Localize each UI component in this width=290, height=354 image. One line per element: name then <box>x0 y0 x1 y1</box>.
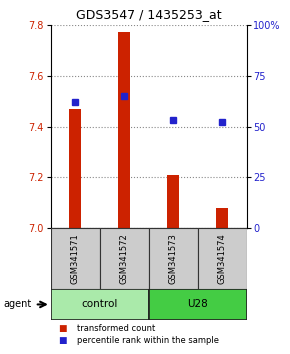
FancyBboxPatch shape <box>148 289 246 320</box>
Text: ■: ■ <box>58 336 66 345</box>
FancyBboxPatch shape <box>197 228 246 289</box>
Text: percentile rank within the sample: percentile rank within the sample <box>77 336 219 345</box>
Text: agent: agent <box>3 299 31 309</box>
Bar <box>167 175 179 228</box>
FancyBboxPatch shape <box>100 228 148 289</box>
FancyBboxPatch shape <box>148 228 197 289</box>
Bar <box>69 109 81 228</box>
Text: GSM341571: GSM341571 <box>71 233 80 284</box>
Text: GSM341573: GSM341573 <box>168 233 177 284</box>
Bar <box>118 33 130 228</box>
FancyBboxPatch shape <box>51 228 246 289</box>
Text: GSM341572: GSM341572 <box>120 233 129 284</box>
Text: GSM341574: GSM341574 <box>218 233 226 284</box>
FancyBboxPatch shape <box>51 289 148 320</box>
Text: ■: ■ <box>58 324 66 333</box>
Text: control: control <box>81 299 118 309</box>
Bar <box>216 208 228 228</box>
FancyBboxPatch shape <box>51 228 100 289</box>
Title: GDS3547 / 1435253_at: GDS3547 / 1435253_at <box>76 8 222 21</box>
Text: transformed count: transformed count <box>77 324 155 333</box>
Text: U28: U28 <box>187 299 208 309</box>
